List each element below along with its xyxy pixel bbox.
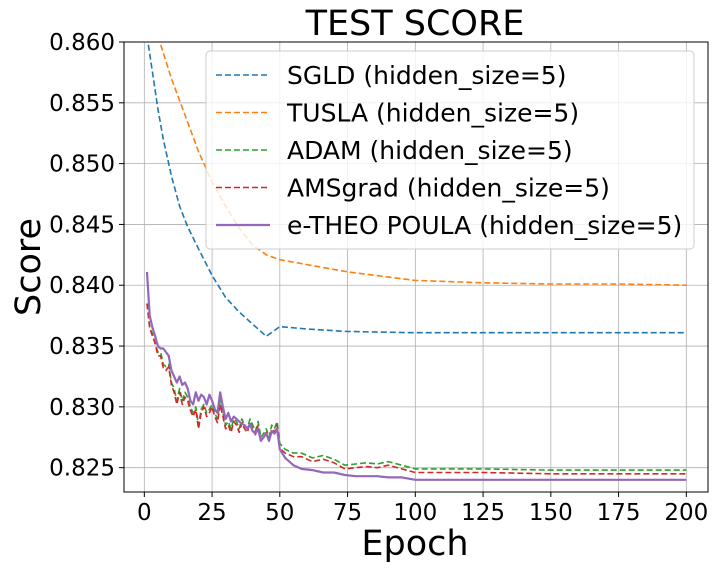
series-line bbox=[146, 303, 687, 471]
legend-label: ADAM (hidden_size=5) bbox=[287, 136, 573, 165]
x-tick-label: 50 bbox=[265, 500, 294, 526]
series-line bbox=[147, 42, 687, 338]
y-tick-label: 0.830 bbox=[49, 395, 115, 421]
plot-frame bbox=[123, 41, 709, 493]
x-tick-label: 75 bbox=[333, 500, 362, 526]
legend-label: SGLD (hidden_size=5) bbox=[287, 61, 566, 90]
x-tick-label: 150 bbox=[529, 500, 573, 526]
x-tick-label: 175 bbox=[597, 500, 641, 526]
y-tick-label: 0.835 bbox=[49, 334, 115, 360]
chart-title: TEST SCORE bbox=[305, 4, 525, 44]
legend-label: AMSgrad (hidden_size=5) bbox=[287, 174, 610, 203]
series-line bbox=[158, 42, 687, 286]
y-axis-label: Score bbox=[9, 218, 49, 316]
y-tick-label: 0.850 bbox=[49, 152, 115, 178]
y-tick-label: 0.855 bbox=[49, 91, 115, 117]
x-tick-label: 200 bbox=[664, 500, 708, 526]
x-tick-label: 100 bbox=[393, 500, 437, 526]
legend: SGLD (hidden_size=5) TUSLA (hidden_size=5… bbox=[205, 50, 695, 250]
y-tick-label: 0.845 bbox=[49, 212, 115, 238]
y-axis: 0.825 0.830 0.835 0.840 0.845 0.850 0.855 0.860 bbox=[49, 30, 124, 482]
x-axis-label: Epoch bbox=[361, 524, 468, 564]
series-line bbox=[146, 303, 687, 475]
x-axis: 0 25 50 75 100 125 150 175 200 bbox=[137, 492, 708, 526]
x-tick-label: 0 bbox=[137, 500, 152, 526]
y-tick-label: 0.860 bbox=[49, 30, 115, 56]
legend-label: TUSLA (hidden_size=5) bbox=[286, 99, 579, 128]
x-tick-label: 125 bbox=[461, 500, 505, 526]
legend-box bbox=[205, 50, 695, 250]
y-tick-label: 0.825 bbox=[49, 456, 115, 482]
y-tick-label: 0.840 bbox=[49, 273, 115, 299]
x-tick-label: 25 bbox=[197, 500, 226, 526]
series-layer bbox=[145, 42, 687, 481]
series-line bbox=[145, 271, 687, 481]
legend-label: e-THEO POULA (hidden_size=5) bbox=[287, 211, 682, 240]
